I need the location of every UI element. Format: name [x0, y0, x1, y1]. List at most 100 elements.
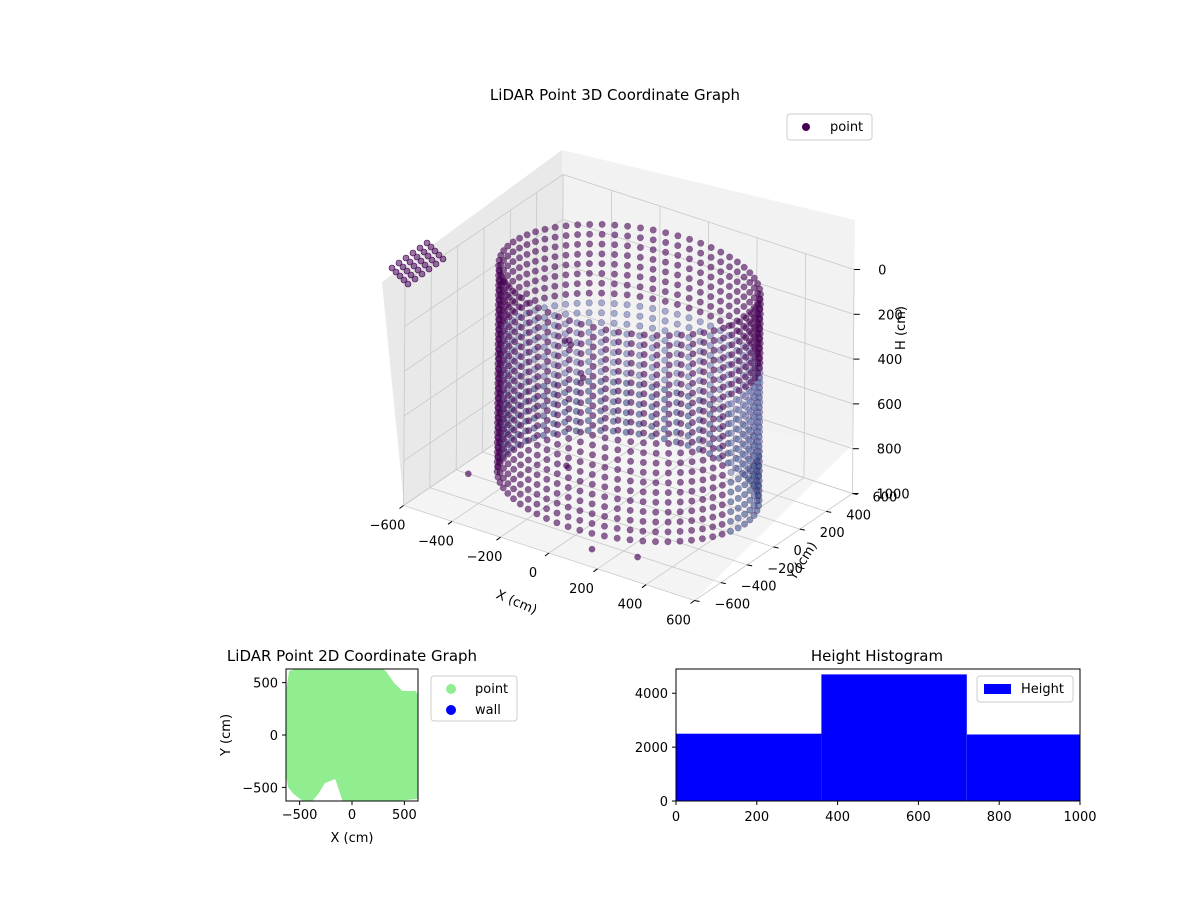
x-tick-label: −600: [370, 519, 406, 534]
x-axis-3d: −600 −400 −200 0 200 400 600: [370, 505, 695, 629]
cloud-point: [734, 524, 742, 532]
cloud-point: [727, 517, 735, 525]
cloud-point: [741, 422, 749, 430]
cloud-point: [534, 323, 542, 331]
cloud-point: [688, 487, 696, 495]
cloud-point: [741, 461, 749, 469]
cloud-point: [516, 234, 524, 242]
cloud-point: [735, 377, 743, 385]
cloud-point: [710, 395, 718, 403]
cloud-point: [562, 261, 570, 269]
cloud-point: [585, 269, 593, 277]
cloud-point: [696, 269, 704, 277]
cloud-point: [716, 317, 724, 325]
cloud-point: [664, 538, 672, 546]
cloud-point: [610, 280, 618, 288]
cloud-point: [688, 409, 696, 417]
cloud-point: [719, 412, 727, 420]
y-tick-mark: [826, 510, 832, 513]
cloud-point: [533, 500, 541, 508]
cloud-point: [719, 432, 727, 440]
cloud-point: [653, 331, 661, 339]
cloud-point: [504, 440, 512, 448]
cloud-point: [709, 464, 717, 472]
cloud-point: [523, 280, 531, 288]
cloud-point: [706, 410, 714, 418]
cloud-point: [598, 269, 606, 277]
cloud-point: [614, 367, 622, 375]
cloud-point: [588, 461, 596, 469]
cloud-point: [734, 485, 742, 493]
cloud-point: [716, 287, 724, 295]
cloud-point: [614, 436, 622, 444]
cloud-point: [577, 340, 585, 348]
cloud-point: [661, 356, 669, 364]
histogram-bar: [821, 674, 967, 801]
cloud-point: [660, 435, 668, 443]
cloud-point: [718, 481, 726, 489]
cloud-point: [699, 456, 707, 464]
cloud-point: [499, 464, 507, 472]
cloud-point: [614, 456, 622, 464]
x-tick-mark: [447, 520, 453, 525]
cloud-point: [500, 247, 508, 255]
cloud-point: [551, 302, 559, 310]
cloud-point: [688, 477, 696, 485]
cloud-point: [515, 273, 523, 281]
cloud-point: [614, 416, 622, 424]
outlier-point: [465, 470, 472, 478]
cloud-point: [499, 484, 507, 492]
cloud-point: [751, 384, 759, 392]
y-tick-label: 400: [846, 508, 871, 523]
cloud-point: [753, 428, 761, 436]
cloud-point: [751, 374, 759, 382]
cloud-point: [543, 387, 551, 395]
cloud-point: [624, 232, 632, 240]
cloud-point: [601, 473, 609, 481]
cloud-point: [653, 381, 661, 389]
cloud-point: [742, 334, 750, 342]
cloud-point: [661, 386, 669, 394]
y-tick-label: −600: [715, 598, 751, 613]
cloud-point: [741, 392, 749, 400]
cloud-point: [741, 471, 749, 479]
cloud-point: [627, 408, 635, 416]
cloud-point: [698, 535, 706, 543]
cloud-point: [707, 253, 715, 261]
cloud-point: [649, 285, 657, 293]
cloud-point: [639, 488, 647, 496]
x-tick-label-hist: 200: [744, 810, 769, 825]
cloud-point: [564, 513, 572, 521]
cloud-point: [504, 489, 512, 497]
cloud-point: [677, 410, 685, 418]
cloud-point: [710, 346, 718, 354]
cloud-point: [727, 459, 735, 467]
cloud-point: [674, 232, 682, 240]
cloud-point: [719, 334, 727, 342]
cloud-point: [431, 247, 439, 255]
cloud-point: [517, 451, 525, 459]
cloud-point: [504, 480, 512, 488]
cloud-point: [676, 508, 684, 516]
cloud-point: [576, 428, 584, 436]
point-coverage-area: [286, 669, 418, 801]
cloud-point: [677, 351, 685, 359]
cloud-point: [740, 520, 748, 528]
cloud-point: [565, 385, 573, 393]
cloud-point: [719, 422, 727, 430]
y-tick-mark: [747, 564, 753, 567]
cloud-point: [585, 309, 593, 317]
cloud-point: [534, 333, 542, 341]
x-tick-label-2d: 500: [392, 808, 417, 823]
cloud-point: [734, 504, 742, 512]
cloud-point: [709, 415, 717, 423]
cloud-point: [510, 397, 518, 405]
grid-line: [561, 398, 853, 494]
cloud-point: [700, 378, 708, 386]
cloud-point: [661, 297, 669, 305]
cloud-point: [747, 339, 755, 347]
outlier-point: [500, 278, 507, 286]
cloud-point: [627, 330, 635, 338]
cloud-point: [496, 429, 504, 437]
cloud-point: [727, 390, 735, 398]
